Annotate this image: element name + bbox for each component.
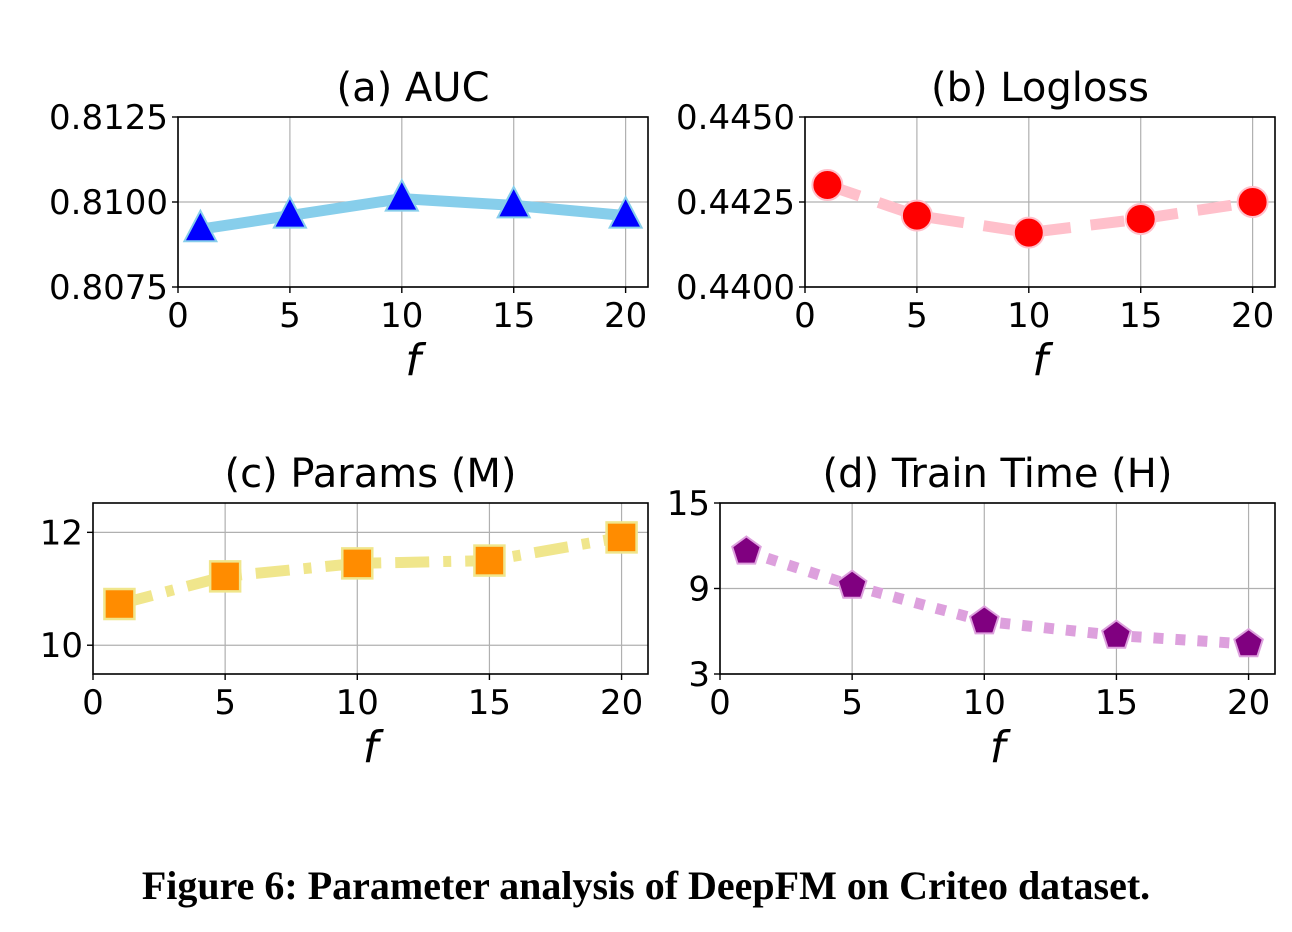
x-tick-label: 15 bbox=[492, 296, 535, 336]
x-tick-label: 5 bbox=[841, 683, 863, 723]
x-tick-label: 15 bbox=[1119, 296, 1162, 336]
y-tick-label: 0.8075 bbox=[49, 268, 168, 308]
data-point bbox=[182, 208, 219, 243]
data-point bbox=[473, 544, 506, 577]
subplot-d: 0 5 10 15 20 3 9 15 (d) Train Time (H) f bbox=[667, 451, 1276, 773]
data-point bbox=[1101, 619, 1132, 649]
x-tick-label: 20 bbox=[1231, 296, 1274, 336]
x-tick-label: 0 bbox=[709, 683, 731, 723]
y-tick-label: 3 bbox=[688, 655, 710, 695]
y-tick-label: 9 bbox=[688, 570, 710, 610]
x-tick-label: 5 bbox=[214, 683, 236, 723]
y-tick-label: 12 bbox=[40, 513, 83, 553]
data-point bbox=[607, 195, 644, 229]
x-tick-label: 5 bbox=[906, 296, 928, 336]
y-tick-label: 0.4450 bbox=[676, 98, 795, 138]
data-point bbox=[384, 178, 420, 212]
y-tick-label: 0.4400 bbox=[676, 268, 795, 308]
x-tick-label: 10 bbox=[963, 683, 1006, 723]
x-tick-label: 5 bbox=[279, 296, 301, 336]
series-line bbox=[744, 546, 1249, 650]
axes-frame bbox=[92, 502, 649, 675]
data-point bbox=[836, 569, 868, 599]
x-tick-label: 10 bbox=[380, 296, 423, 336]
series-line bbox=[825, 179, 1254, 239]
data-point bbox=[968, 605, 1000, 635]
y-tick-label: 0.8125 bbox=[49, 98, 168, 138]
data-point bbox=[731, 535, 762, 565]
x-tick-label: 0 bbox=[794, 296, 816, 336]
data-point bbox=[208, 560, 242, 593]
subplot-title: (d) Train Time (H) bbox=[823, 451, 1173, 497]
x-axis-label: f bbox=[1032, 335, 1054, 386]
subplot-c: 0 5 10 15 20 10 12 (c) Params (M) f bbox=[40, 451, 649, 773]
data-point bbox=[1124, 203, 1157, 235]
y-tick-label: 0.4425 bbox=[676, 183, 795, 223]
x-tick-label: 0 bbox=[82, 683, 104, 723]
data-point bbox=[1012, 216, 1045, 249]
subplot-title: (c) Params (M) bbox=[225, 451, 517, 497]
data-point bbox=[103, 587, 136, 621]
x-tick-label: 10 bbox=[1007, 296, 1050, 336]
x-tick-label: 20 bbox=[600, 683, 643, 723]
subplot-title: (a) AUC bbox=[336, 65, 489, 111]
data-point bbox=[1236, 186, 1269, 218]
x-tick-label: 0 bbox=[167, 296, 189, 336]
data-point bbox=[605, 521, 638, 554]
y-tick-label: 0.8100 bbox=[49, 183, 168, 223]
data-point bbox=[900, 199, 933, 232]
subplot-title: (b) Logloss bbox=[931, 65, 1149, 111]
y-tick-label: 15 bbox=[667, 484, 710, 524]
x-axis-label: f bbox=[990, 722, 1012, 773]
figure-caption: Figure 6: Parameter analysis of DeepFM o… bbox=[141, 863, 1151, 908]
data-point bbox=[341, 547, 374, 580]
x-tick-label: 20 bbox=[1227, 683, 1270, 723]
x-tick-label: 15 bbox=[468, 683, 511, 723]
y-tick-label: 10 bbox=[40, 626, 83, 666]
subplot-a: 0 5 10 15 20 0.8075 0.8100 0.8125 (a) AUC f bbox=[49, 65, 649, 386]
data-point bbox=[811, 169, 844, 201]
x-axis-label: f bbox=[405, 335, 427, 386]
x-tick-label: 10 bbox=[336, 683, 379, 723]
subplot-b: 0 5 10 15 20 0.4400 0.4425 0.4450 (b) Logloss f bbox=[676, 65, 1276, 386]
x-tick-label: 15 bbox=[1095, 683, 1138, 723]
x-tick-label: 20 bbox=[604, 296, 647, 336]
data-point bbox=[496, 184, 532, 219]
data-point bbox=[1233, 627, 1264, 658]
data-point bbox=[272, 195, 308, 229]
x-axis-label: f bbox=[363, 722, 385, 773]
